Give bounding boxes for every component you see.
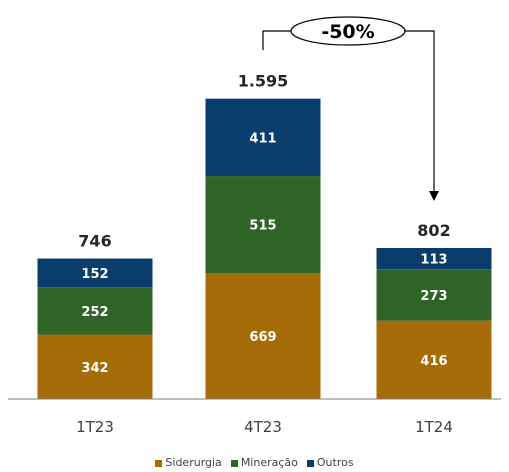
x-tick-labels: 1T23 4T23 1T24 xyxy=(76,418,453,436)
bar-outros-1t23 xyxy=(37,258,153,288)
bar-mineracao-1t24 xyxy=(376,269,492,321)
data-label-mineracao-1t24: 273 xyxy=(420,289,447,304)
annotation-text: -50% xyxy=(321,21,374,43)
annotation-left-connector xyxy=(262,30,292,50)
bar-siderurgia-4t23 xyxy=(205,273,321,399)
data-label-siderurgia-1t24: 416 xyxy=(420,354,447,369)
legend-swatch-siderurgia xyxy=(155,459,163,467)
legend-label-mineracao: Mineração xyxy=(240,456,298,469)
legend-item-siderurgia: Siderurgia xyxy=(155,455,222,471)
legend-label-siderurgia: Siderurgia xyxy=(165,456,222,469)
bar-siderurgia-1t24 xyxy=(376,320,492,399)
x-tick-label-1t24: 1T24 xyxy=(415,418,453,436)
bar-siderurgia-1t23 xyxy=(37,334,153,399)
data-label-outros-4t23: 411 xyxy=(249,131,276,146)
legend: Siderurgia Mineração Outros xyxy=(0,455,509,471)
legend-swatch-outros xyxy=(306,459,314,467)
x-tick-label-1t23: 1T23 xyxy=(76,418,114,436)
bar-mineracao-4t23 xyxy=(205,176,321,274)
annotation-arrowhead xyxy=(429,191,439,201)
annotation-right-connector xyxy=(404,30,435,192)
legend-item-outros: Outros xyxy=(306,455,354,471)
total-labels: 746 1.595 802 xyxy=(78,72,450,251)
data-label-outros-1t23: 152 xyxy=(81,267,108,282)
change-annotation: -50% xyxy=(262,16,439,201)
data-label-outros-1t24: 113 xyxy=(420,253,447,268)
bars-group: 342 252 152 669 515 411 416 273 113 xyxy=(37,98,492,399)
total-label-4t23: 1.595 xyxy=(238,72,289,91)
data-label-mineracao-4t23: 515 xyxy=(249,219,276,234)
legend-item-mineracao: Mineração xyxy=(230,455,298,471)
total-label-1t23: 746 xyxy=(78,232,111,251)
data-label-mineracao-1t23: 252 xyxy=(81,305,108,320)
x-tick-label-4t23: 4T23 xyxy=(244,418,282,436)
bar-mineracao-1t23 xyxy=(37,287,153,335)
bar-outros-4t23 xyxy=(205,98,321,177)
bar-outros-1t24 xyxy=(376,247,492,270)
legend-swatch-mineracao xyxy=(230,459,238,467)
data-label-siderurgia-1t23: 342 xyxy=(81,361,108,376)
legend-label-outros: Outros xyxy=(316,456,354,469)
total-label-1t24: 802 xyxy=(417,221,450,240)
data-label-siderurgia-4t23: 669 xyxy=(249,330,276,345)
